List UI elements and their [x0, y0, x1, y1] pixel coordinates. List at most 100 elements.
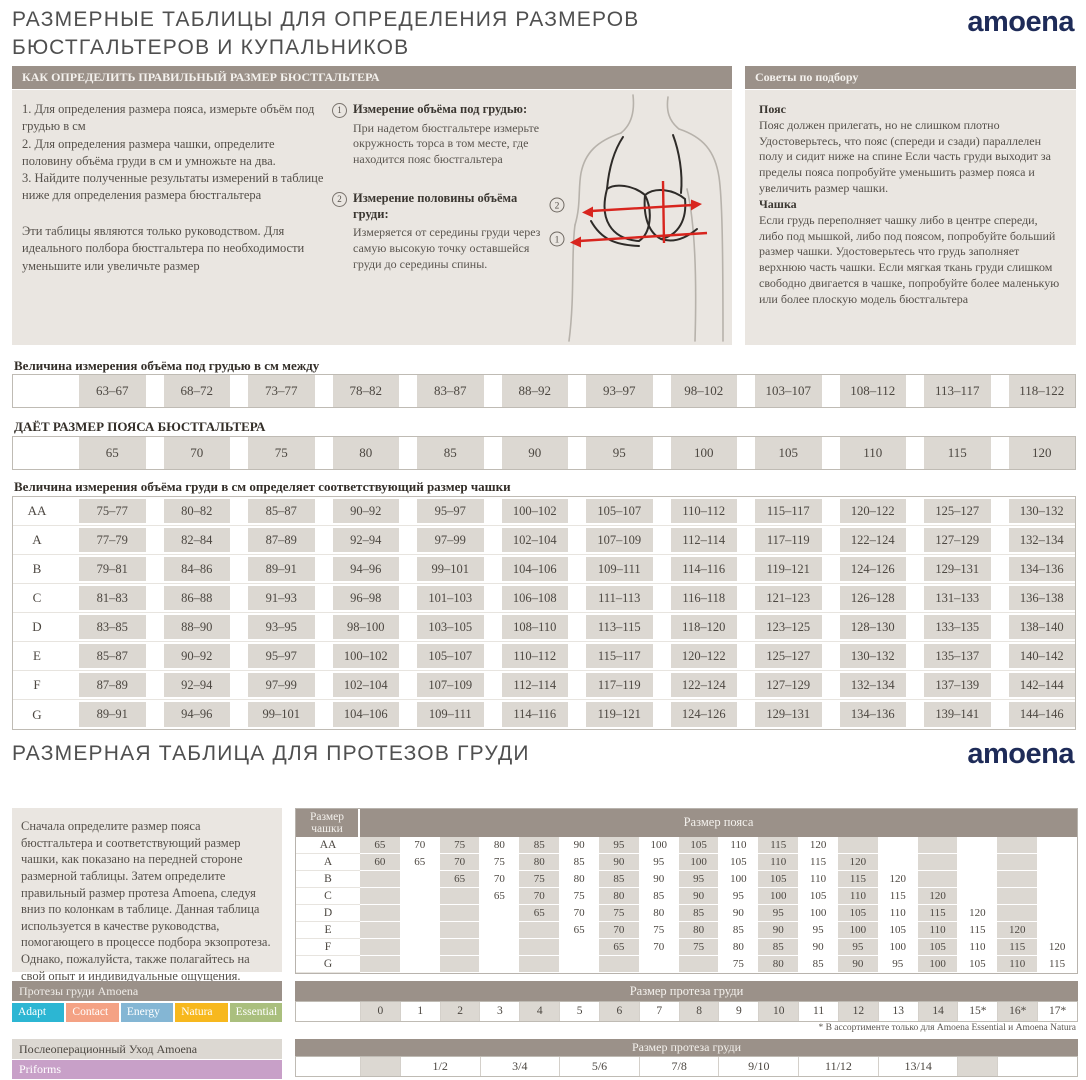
spacer-cell — [957, 1057, 998, 1076]
band-size-cell: 110 — [758, 854, 799, 871]
bust-range-cell: 130–132 — [1008, 499, 1075, 523]
page-title-line2: БЮСТГАЛЬТЕРОВ И КУПАЛЬНИКОВ — [12, 36, 410, 59]
bust-range-cell: 104–106 — [501, 557, 568, 581]
bust-range-cell: 106–108 — [501, 586, 568, 610]
band-size-cell — [399, 939, 440, 956]
bust-range-cell: 110–112 — [501, 644, 568, 668]
bust-range-cell: 117–119 — [586, 673, 653, 697]
bust-range-cell: 136–138 — [1008, 586, 1075, 610]
bust-range-cell: 129–131 — [924, 557, 991, 581]
spacer-cell — [296, 1057, 360, 1076]
bust-range-cell: 115–117 — [586, 644, 653, 668]
cup-letter: B — [296, 871, 360, 888]
bust-range-cell: 107–109 — [586, 528, 653, 552]
product-tab-natura: Natura — [175, 1003, 228, 1022]
red-measurement-arrows — [570, 180, 708, 248]
band-size-cell: 105 — [718, 854, 759, 871]
band-size-cell: 110 — [837, 888, 878, 905]
bust-range-cell: 90–92 — [163, 644, 230, 668]
bust-range-cell: 132–134 — [839, 673, 906, 697]
bust-range-cell: 119–121 — [586, 702, 653, 727]
bust-range-cell: 84–86 — [163, 557, 230, 581]
cup-table-row: G 89–91 94–96 99–101 104–106 109–111 114–116 11… — [13, 700, 1075, 729]
measurement-definitions: 1 Измерение объёма под грудью: При надет… — [332, 102, 544, 286]
bust-range-cell: 132–134 — [1008, 528, 1075, 552]
bust-range-cell: 125–127 — [755, 644, 822, 668]
bust-range-cell: 86–88 — [163, 586, 230, 610]
band-size-cell: 105 — [837, 905, 878, 922]
measurement-title: Измерение объёма под грудью: — [353, 102, 528, 116]
bust-range-cell: 140–142 — [1008, 644, 1075, 668]
cup-letter: F — [33, 677, 41, 692]
cup-letter: C — [32, 590, 42, 605]
band-size-cell: 100 — [718, 871, 759, 888]
band-size-cell: 115 — [924, 437, 991, 469]
band-size-cell: 115 — [917, 905, 958, 922]
band-size-cell: 70 — [559, 905, 599, 922]
bust-range-cell: 85–87 — [79, 644, 146, 668]
band-size-cell: 105 — [755, 437, 822, 469]
fraction-size-cell: 13/14 — [877, 1057, 958, 1076]
measurement-text: Измеряется от середины груди через самую… — [353, 225, 541, 272]
product-tab-energy: Energy — [120, 1003, 174, 1022]
how-to-panel: 1. Для определения размера пояса, измерь… — [12, 90, 732, 345]
band-size-cell: 85 — [638, 888, 679, 905]
cup-letter: E — [296, 922, 360, 939]
underbust-range-cell: 73–77 — [248, 375, 315, 407]
band-size-cell: 85 — [598, 871, 639, 888]
underbust-range-cell: 63–67 — [79, 375, 146, 407]
band-size-cell: 65 — [360, 837, 400, 854]
circled-number-1-icon: 1 — [332, 103, 347, 118]
band-size-cell: 80 — [718, 939, 759, 956]
prosthesis-sizes-row: 0 1 2 3 4 5 6 7 8 9 10 11 12 13 14 15* 16* 17* — [295, 1001, 1078, 1022]
step-line: 1. Для определения размера пояса, измерь… — [22, 102, 315, 134]
bust-range-cell: 134–136 — [1008, 557, 1075, 581]
band-size-cell: 105 — [877, 922, 918, 939]
tips-cup-title: Чашка — [759, 196, 797, 211]
bust-range-cell: 95–97 — [248, 644, 315, 668]
bust-range-cell: 117–119 — [755, 528, 822, 552]
band-size-cell: 95 — [586, 437, 653, 469]
band-size-cell — [1037, 922, 1077, 939]
band-size-cell: 75 — [598, 905, 639, 922]
svg-text:2: 2 — [555, 202, 560, 212]
bust-range-cell: 130–132 — [839, 644, 906, 668]
cup-size-header: Размер чашки — [296, 809, 360, 837]
band-size-cell: 120 — [837, 854, 878, 871]
band-size-cell — [917, 854, 958, 871]
band-size-cell: 110 — [997, 956, 1038, 973]
tips-panel: Пояс Пояс должен прилегать, но не слишко… — [745, 90, 1076, 345]
bust-range-cell: 105–107 — [417, 644, 484, 668]
section2-title: РАЗМЕРНАЯ ТАБЛИЦА ДЛЯ ПРОТЕЗОВ ГРУДИ — [12, 742, 530, 765]
fraction-size-cell: 7/8 — [638, 1057, 719, 1076]
step-line: 3. Найдите полученные результаты измерен… — [22, 171, 324, 203]
band-size-cell: 120 — [917, 888, 958, 905]
underbust-range-cell: 93–97 — [586, 375, 653, 407]
footnote: * В ассортименте только для Amoena Essen… — [818, 1023, 1076, 1033]
spacer-cell — [360, 1057, 400, 1076]
prosthesis-size-cell: 16* — [997, 1002, 1038, 1021]
band-size-cell: 95 — [638, 854, 679, 871]
step-line: 2. Для определения размера чашки, опреде… — [22, 136, 276, 168]
band-size-cell — [399, 888, 440, 905]
underbust-range-cell: 113–117 — [924, 375, 991, 407]
band-size-cell: 85 — [798, 956, 838, 973]
bust-range-cell: 137–139 — [924, 673, 991, 697]
prosthesis-size-cell: 5 — [559, 1002, 599, 1021]
band-size-cell: 105 — [678, 837, 719, 854]
cup-letter: B — [32, 561, 42, 576]
band-size-cell: 120 — [997, 922, 1038, 939]
band-size-cell: 80 — [758, 956, 799, 973]
bust-range-cell: 124–126 — [839, 557, 906, 581]
band-size-cell: 75 — [519, 871, 560, 888]
band-size-cell — [997, 888, 1038, 905]
band-size-cell: 60 — [360, 854, 400, 871]
band-size-cell — [1037, 837, 1077, 854]
band-size-cell: 65 — [519, 905, 560, 922]
prosthesis-size-cell: 3 — [479, 1002, 519, 1021]
band-size-cell: 80 — [638, 905, 679, 922]
fraction-size-cell: 5/6 — [559, 1057, 639, 1076]
band-size-cell: 75 — [559, 888, 599, 905]
band-size-cell — [638, 956, 679, 973]
cup-letter: G — [296, 956, 360, 973]
